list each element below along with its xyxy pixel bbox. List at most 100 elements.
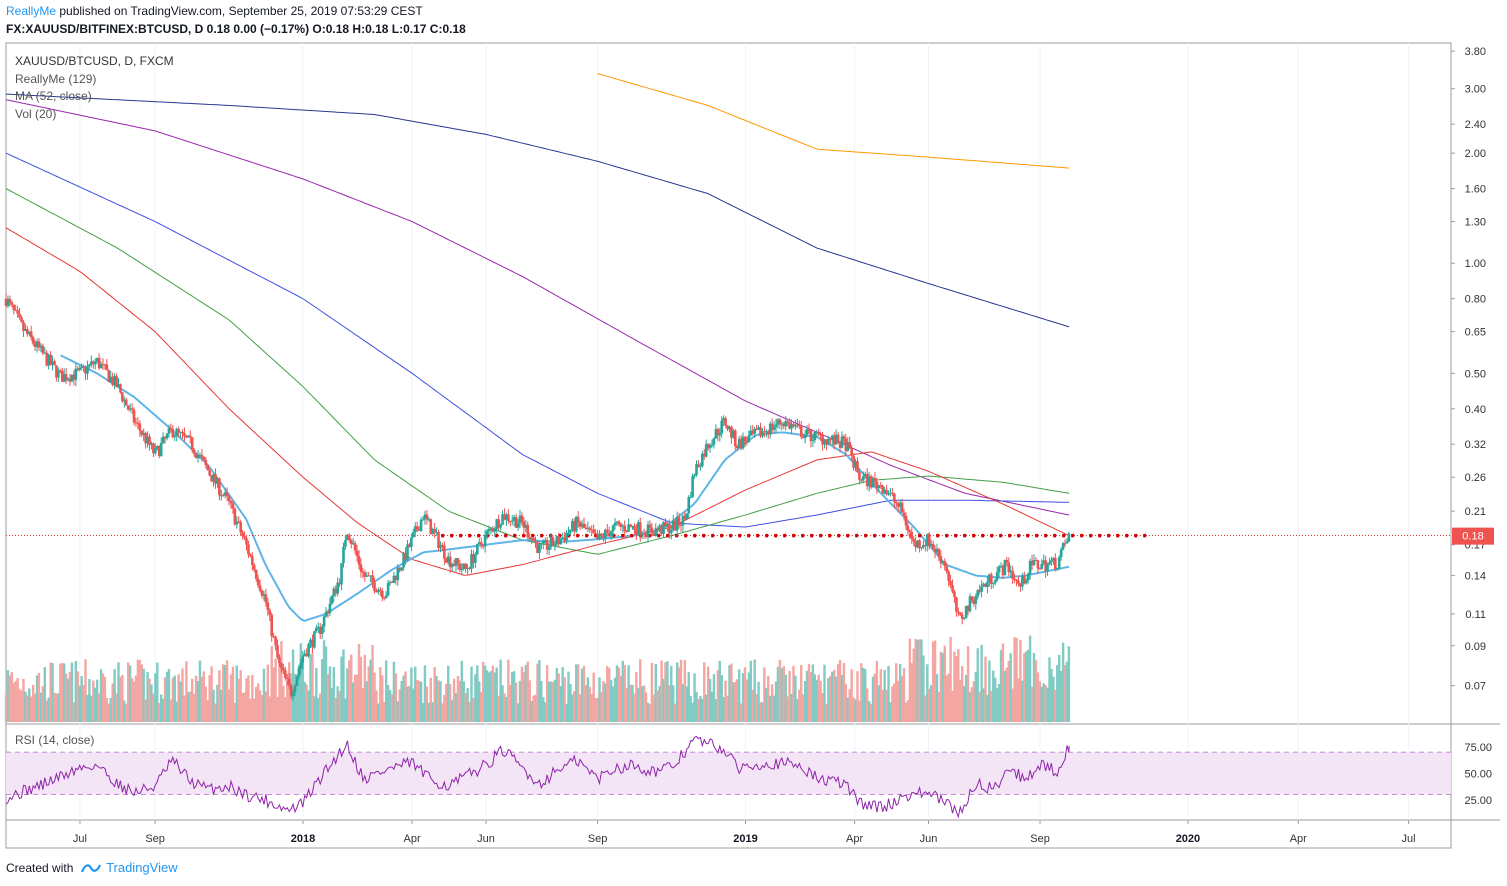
candle-body bbox=[693, 475, 696, 477]
volume-bar bbox=[569, 684, 572, 722]
candle-body bbox=[885, 489, 888, 494]
candle-body bbox=[212, 474, 215, 482]
volume-bar bbox=[522, 672, 526, 722]
time-tick-label: 2018 bbox=[291, 833, 315, 845]
candle-body bbox=[190, 437, 194, 450]
legend-indicator-reallyme[interactable]: ReallyMe (129) bbox=[15, 71, 97, 86]
candle-body bbox=[493, 529, 497, 532]
candle-body bbox=[229, 501, 233, 504]
volume-bar bbox=[489, 671, 493, 722]
candle-body bbox=[600, 533, 603, 536]
volume-bar bbox=[30, 696, 33, 722]
volume-bar bbox=[365, 681, 368, 722]
candle-body bbox=[799, 426, 803, 437]
volume-bar bbox=[803, 680, 807, 722]
rsi-band-fill bbox=[6, 752, 1451, 795]
candle-body bbox=[629, 524, 632, 528]
candle-body bbox=[1021, 575, 1024, 587]
publish-header: ReallyMe published on TradingView.com, S… bbox=[6, 4, 423, 18]
candle-body bbox=[74, 368, 78, 380]
volume-bar bbox=[383, 701, 386, 722]
volume-bar bbox=[322, 640, 326, 722]
legend-indicator-vol[interactable]: Vol (20) bbox=[15, 106, 57, 121]
candle-body bbox=[140, 430, 144, 435]
candle-body bbox=[55, 365, 58, 378]
candle-body bbox=[580, 523, 584, 527]
volume-bar bbox=[520, 666, 524, 722]
rsi-legend[interactable]: RSI (14, close) bbox=[15, 733, 95, 747]
candle-body bbox=[93, 361, 97, 365]
time-axis[interactable]: Jul Sep 2018 Apr Jun Sep 2019 Apr Jun Sep 2020 Apr J… bbox=[73, 820, 1416, 845]
candle-body bbox=[254, 569, 258, 579]
volume-bar bbox=[210, 666, 213, 722]
candle-body bbox=[245, 538, 248, 545]
volume-bar bbox=[392, 661, 396, 722]
volume-bar bbox=[939, 651, 943, 722]
volume-bar bbox=[862, 667, 865, 722]
candle-body bbox=[1061, 543, 1065, 550]
volume-bar bbox=[770, 684, 774, 722]
volume-bar bbox=[247, 675, 250, 722]
volume-bar bbox=[619, 675, 623, 722]
volume-bar bbox=[926, 664, 929, 722]
candle-body bbox=[842, 436, 846, 439]
candle-body bbox=[848, 442, 852, 449]
footer: Created with TradingView bbox=[6, 860, 178, 875]
candle-body bbox=[373, 582, 376, 592]
volume-bar bbox=[990, 690, 993, 722]
candle-body bbox=[997, 566, 1001, 573]
candle-body bbox=[472, 554, 475, 563]
candle-body bbox=[594, 533, 597, 535]
rsi-band bbox=[6, 751, 1451, 796]
volume-bar bbox=[573, 691, 576, 722]
volume-bar bbox=[243, 692, 246, 722]
volume-bar bbox=[229, 674, 233, 722]
candle-body bbox=[198, 454, 202, 456]
volume-bar bbox=[1003, 670, 1007, 722]
volume-bar bbox=[297, 666, 301, 722]
candle-body bbox=[86, 366, 89, 374]
candle-body bbox=[456, 558, 460, 564]
volume-bar bbox=[578, 694, 582, 722]
price-axis[interactable]: 3.80 3.00 2.40 2.00 1.60 1.30 1.00 0.80 0.65 0.50… bbox=[1451, 46, 1486, 693]
volume-bar bbox=[1067, 646, 1071, 722]
candle-body bbox=[1009, 570, 1013, 573]
volume-bar bbox=[865, 688, 869, 722]
candle-body bbox=[825, 439, 828, 445]
candle-body bbox=[431, 529, 435, 535]
candle-body bbox=[735, 446, 739, 449]
volume-bar bbox=[681, 684, 685, 722]
ma52-line bbox=[60, 354, 1070, 622]
candle-body bbox=[115, 376, 118, 387]
legend-indicator-ma[interactable]: MA (52, close) bbox=[15, 89, 92, 103]
candle-body bbox=[39, 345, 43, 348]
candle-body bbox=[699, 466, 702, 468]
volume-bar bbox=[439, 681, 442, 722]
volume-bar bbox=[408, 685, 411, 722]
volume-bar bbox=[177, 674, 180, 722]
candle-body bbox=[604, 529, 607, 539]
candle-body bbox=[299, 662, 303, 669]
volume-bar bbox=[724, 680, 727, 722]
candle-body bbox=[221, 495, 225, 497]
candle-body bbox=[893, 493, 896, 503]
legend-symbol[interactable]: XAUUSD/BTCUSD, D, FXCM bbox=[15, 54, 174, 68]
author-name[interactable]: ReallyMe bbox=[6, 4, 57, 18]
volume-bar bbox=[394, 673, 398, 722]
candle-body bbox=[871, 478, 875, 488]
candle-body bbox=[256, 578, 260, 586]
publish-info: published on TradingView.com, September … bbox=[56, 4, 423, 18]
candle-body bbox=[862, 476, 865, 481]
volume-bar bbox=[255, 687, 258, 722]
candle-body bbox=[45, 352, 49, 366]
volume-bar bbox=[88, 678, 91, 722]
candle-body bbox=[117, 384, 120, 387]
footer-brand[interactable]: TradingView bbox=[106, 860, 178, 875]
candle-body bbox=[491, 528, 495, 532]
candle-body bbox=[35, 341, 39, 348]
candle-body bbox=[547, 546, 551, 550]
volume-bar bbox=[1001, 643, 1005, 722]
volume-bar bbox=[350, 654, 353, 722]
candle-body bbox=[673, 520, 677, 531]
